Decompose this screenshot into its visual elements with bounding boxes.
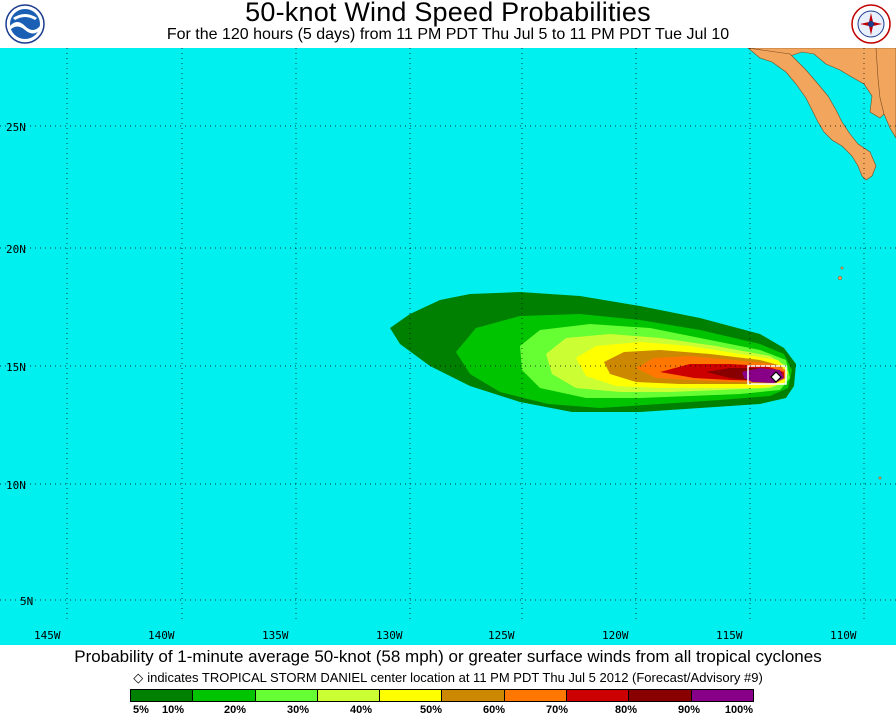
lon-label-130w: 130W — [376, 629, 403, 642]
lat-label-25n: 25N — [6, 121, 26, 134]
legend-swatch-5-10 — [131, 690, 194, 701]
legend-color-bar — [130, 689, 754, 702]
lon-label-120w: 120W — [602, 629, 629, 642]
probability-legend: 5% 10% 20% 30% 40% 50% 60% 70% 80% 90% 1… — [0, 688, 896, 716]
nws-logo-icon — [851, 4, 891, 44]
lon-label-110w: 110W — [830, 629, 857, 642]
legend-swatch-70-80 — [567, 690, 630, 701]
lon-label-135w: 135W — [262, 629, 289, 642]
legend-swatch-80-90 — [629, 690, 692, 701]
map-caption: Probability of 1-minute average 50-knot … — [74, 647, 822, 666]
legend-label-70: 70% — [545, 704, 569, 716]
grid-lines — [0, 48, 896, 623]
legend-label-60: 60% — [482, 704, 506, 716]
legend-label-20: 20% — [223, 704, 247, 716]
noaa-logo-icon — [5, 4, 45, 44]
island-b — [840, 266, 844, 270]
lat-label-10n: 10N — [6, 479, 26, 492]
page-title: 50-knot Wind Speed Probabilities — [245, 0, 651, 27]
storm-center-diamond-icon — [770, 371, 782, 383]
island-c — [878, 476, 882, 480]
legend-label-40: 40% — [349, 704, 373, 716]
header: 50-knot Wind Speed Probabilities For the… — [0, 0, 896, 48]
legend-swatch-90-100 — [691, 690, 753, 701]
legend-swatch-60-70 — [504, 690, 568, 701]
legend-swatch-20-30 — [255, 690, 318, 701]
legend-swatch-50-60 — [442, 690, 505, 701]
legend-swatch-10-20 — [193, 690, 256, 701]
legend-labels: 5% 10% 20% 30% 40% 50% 60% 70% 80% 90% 1… — [0, 704, 896, 716]
lon-label-140w: 140W — [148, 629, 175, 642]
storm-note-text: indicates TROPICAL STORM DANIEL center l… — [147, 670, 763, 685]
lon-label-125w: 125W — [488, 629, 515, 642]
lat-label-20n: 20N — [6, 243, 26, 256]
lon-label-115w: 115W — [716, 629, 743, 642]
mainland-mexico-land — [875, 48, 896, 139]
legend-swatch-30-40 — [317, 690, 381, 701]
legend-label-80: 80% — [614, 704, 638, 716]
legend-label-50: 50% — [419, 704, 443, 716]
lat-label-5n: 5N — [20, 595, 33, 608]
diamond-icon: ◇ — [133, 670, 144, 685]
island-a — [837, 275, 843, 281]
legend-label-100: 100% — [724, 704, 754, 716]
lon-label-145w: 145W — [34, 629, 61, 642]
page-subtitle: For the 120 hours (5 days) from 11 PM PD… — [166, 26, 730, 43]
legend-label-90: 90% — [677, 704, 701, 716]
legend-label-30: 30% — [286, 704, 310, 716]
legend-label-5: 5% — [133, 704, 149, 716]
legend-swatch-40-50 — [380, 690, 443, 701]
probability-map: 25N 20N 15N 10N 5N 145W 140W 135W 130W 1… — [0, 48, 896, 645]
legend-label-10: 10% — [161, 704, 185, 716]
storm-note: ◇ indicates TROPICAL STORM DANIEL center … — [0, 670, 896, 686]
lat-label-15n: 15N — [6, 361, 26, 374]
probability-contours — [390, 292, 796, 412]
contour-outline — [747, 365, 787, 385]
